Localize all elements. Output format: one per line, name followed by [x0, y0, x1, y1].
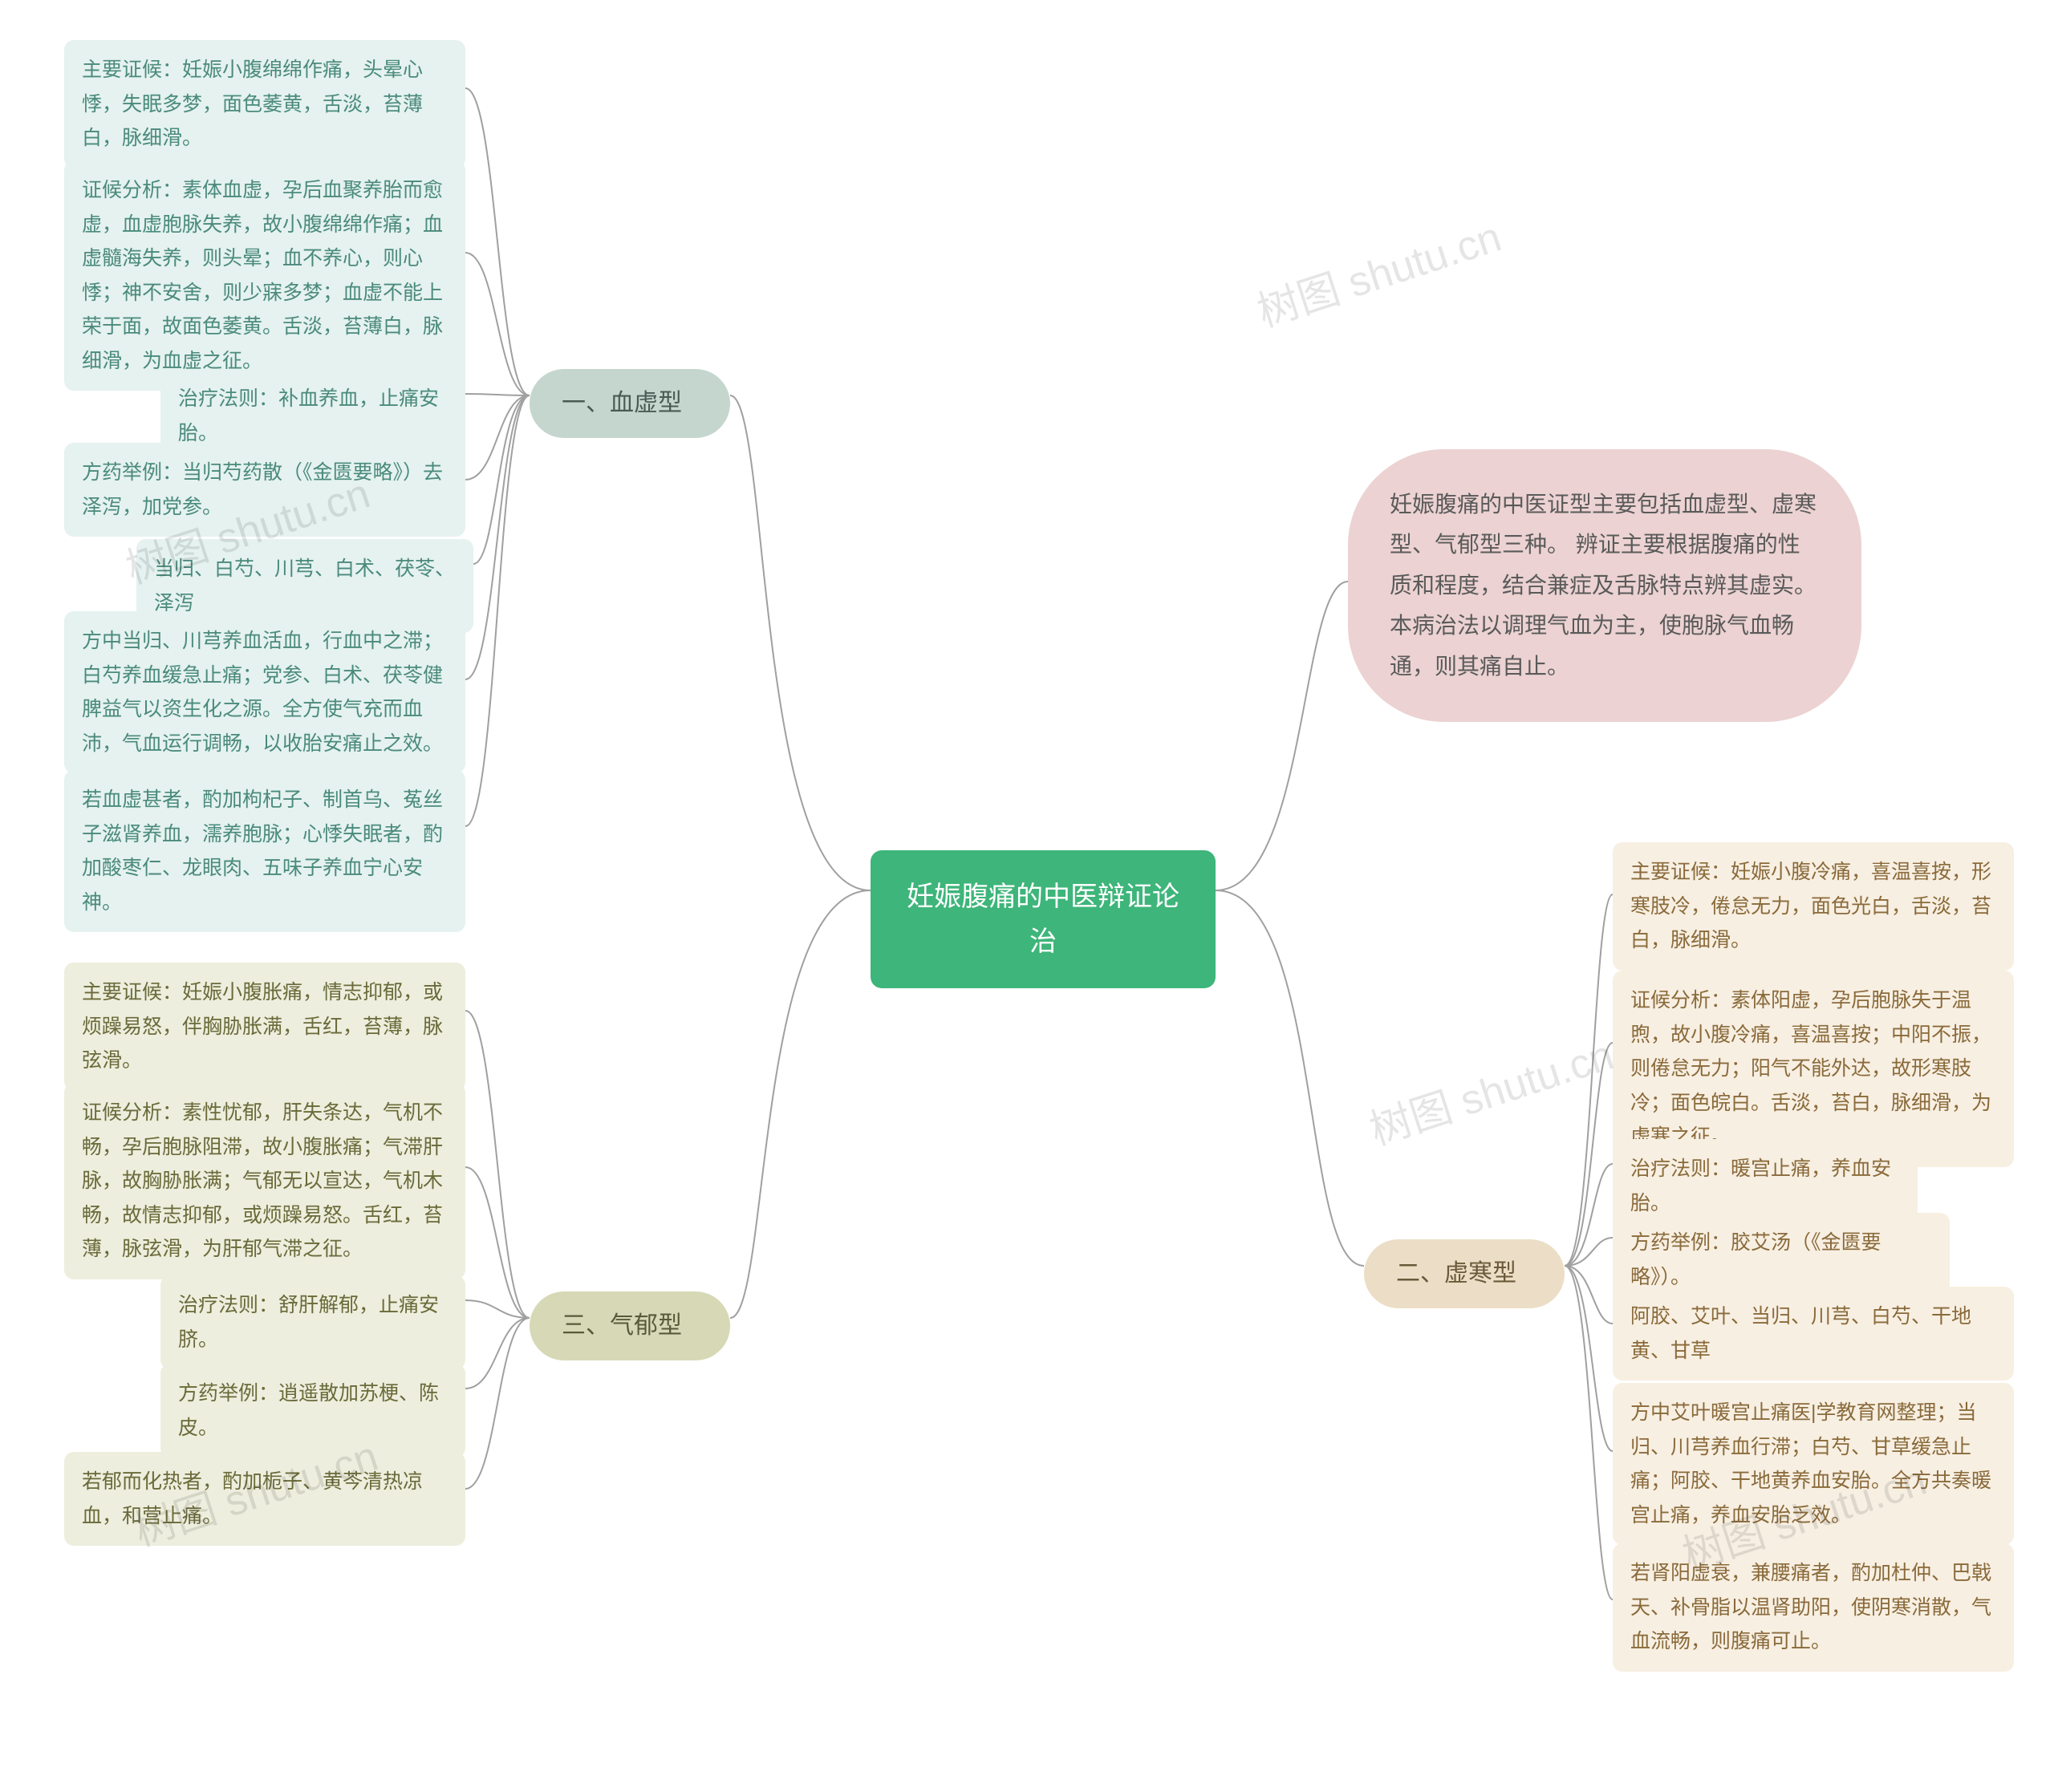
connector-path	[465, 395, 530, 679]
branch-b3[interactable]: 三、气郁型	[530, 1291, 730, 1360]
leaf-b3-3: 方药举例：逍遥散加苏梗、陈皮。	[160, 1364, 465, 1458]
connector-path	[1565, 1266, 1613, 1451]
branch-b1[interactable]: 一、血虚型	[530, 369, 730, 438]
leaf-b2-4: 阿胶、艾叶、当归、川芎、白芍、干地黄、甘草	[1613, 1287, 2014, 1380]
watermark: 树图 shutu.cn	[1361, 1021, 1620, 1157]
watermark: 树图 shutu.cn	[1248, 203, 1508, 339]
intro-node: 妊娠腹痛的中医证型主要包括血虚型、虚寒型、气郁型三种。 辨证主要根据腹痛的性质和…	[1348, 449, 1861, 722]
leaf-b2-6: 若肾阳虚衰，兼腰痛者，酌加杜仲、巴戟天、补骨脂以温肾助阳，使阴寒消散，气血流畅，…	[1613, 1543, 2014, 1672]
connector-path	[465, 1318, 530, 1389]
leaf-b3-1: 证候分析：素性忧郁，肝失条达，气机不畅，孕后胞脉阻滞，故小腹胀痛；气滞肝脉，故胸…	[64, 1083, 465, 1279]
connector-path	[473, 395, 530, 564]
leaf-b3-0: 主要证候：妊娠小腹胀痛，情志抑郁，或烦躁易怒，伴胸胁胀满，舌红，苔薄，脉弦滑。	[64, 963, 465, 1091]
leaf-b2-5: 方中艾叶暖宫止痛医|学教育网整理；当归、川芎养血行滞；白芍、甘草缓急止痛；阿胶、…	[1613, 1383, 2014, 1545]
connector-path	[1565, 1238, 1613, 1266]
connector-path	[465, 395, 530, 480]
connector-path	[1565, 1043, 1613, 1266]
leaf-b1-5: 方中当归、川芎养血活血，行血中之滞；白芍养血缓急止痛；党参、白术、茯苓健脾益气以…	[64, 611, 465, 773]
branch-b2[interactable]: 二、虚寒型	[1364, 1239, 1565, 1308]
leaf-b1-6: 若血虚甚者，酌加枸杞子、制首乌、菟丝子滋肾养血，濡养胞脉；心悸失眠者，酌加酸枣仁…	[64, 770, 465, 932]
leaf-b3-4: 若郁而化热者，酌加栀子、黄芩清热凉血，和营止痛。	[64, 1452, 465, 1546]
leaf-b2-0: 主要证候：妊娠小腹冷痛，喜温喜按，形寒肢冷，倦怠无力，面色光白，舌淡，苔白，脉细…	[1613, 842, 2014, 971]
connector-path	[465, 88, 530, 395]
leaf-b1-0: 主要证候：妊娠小腹绵绵作痛，头晕心悸，失眠多梦，面色萎黄，舌淡，苔薄白，脉细滑。	[64, 40, 465, 168]
connector-path	[1565, 1266, 1613, 1324]
connector-path	[465, 394, 530, 395]
root-node[interactable]: 妊娠腹痛的中医辩证论治	[871, 850, 1216, 988]
connector-path	[465, 253, 530, 395]
connector-path	[465, 395, 530, 826]
leaf-b2-1: 证候分析：素体阳虚，孕后胞脉失于温煦，故小腹冷痛，喜温喜按；中阳不振，则倦怠无力…	[1613, 971, 2014, 1167]
connector-path	[465, 1011, 530, 1318]
connector-path	[730, 395, 871, 890]
connector-path	[1565, 894, 1613, 1266]
connector-path	[465, 1318, 530, 1489]
connector-path	[1216, 890, 1364, 1266]
connector-path	[1565, 1266, 1613, 1599]
connector-path	[465, 1167, 530, 1318]
connector-path	[1565, 1164, 1613, 1266]
connector-path	[730, 890, 871, 1318]
leaf-b3-2: 治疗法则：舒肝解郁，止痛安脐。	[160, 1275, 465, 1369]
leaf-b1-3: 方药举例：当归芍药散（《金匮要略》）去泽泻，加党参。	[64, 443, 465, 537]
leaf-b1-1: 证候分析：素体血虚，孕后血聚养胎而愈虚，血虚胞脉失养，故小腹绵绵作痛；血虚髓海失…	[64, 160, 465, 391]
connector-path	[1216, 582, 1348, 890]
connector-path	[465, 1300, 530, 1318]
